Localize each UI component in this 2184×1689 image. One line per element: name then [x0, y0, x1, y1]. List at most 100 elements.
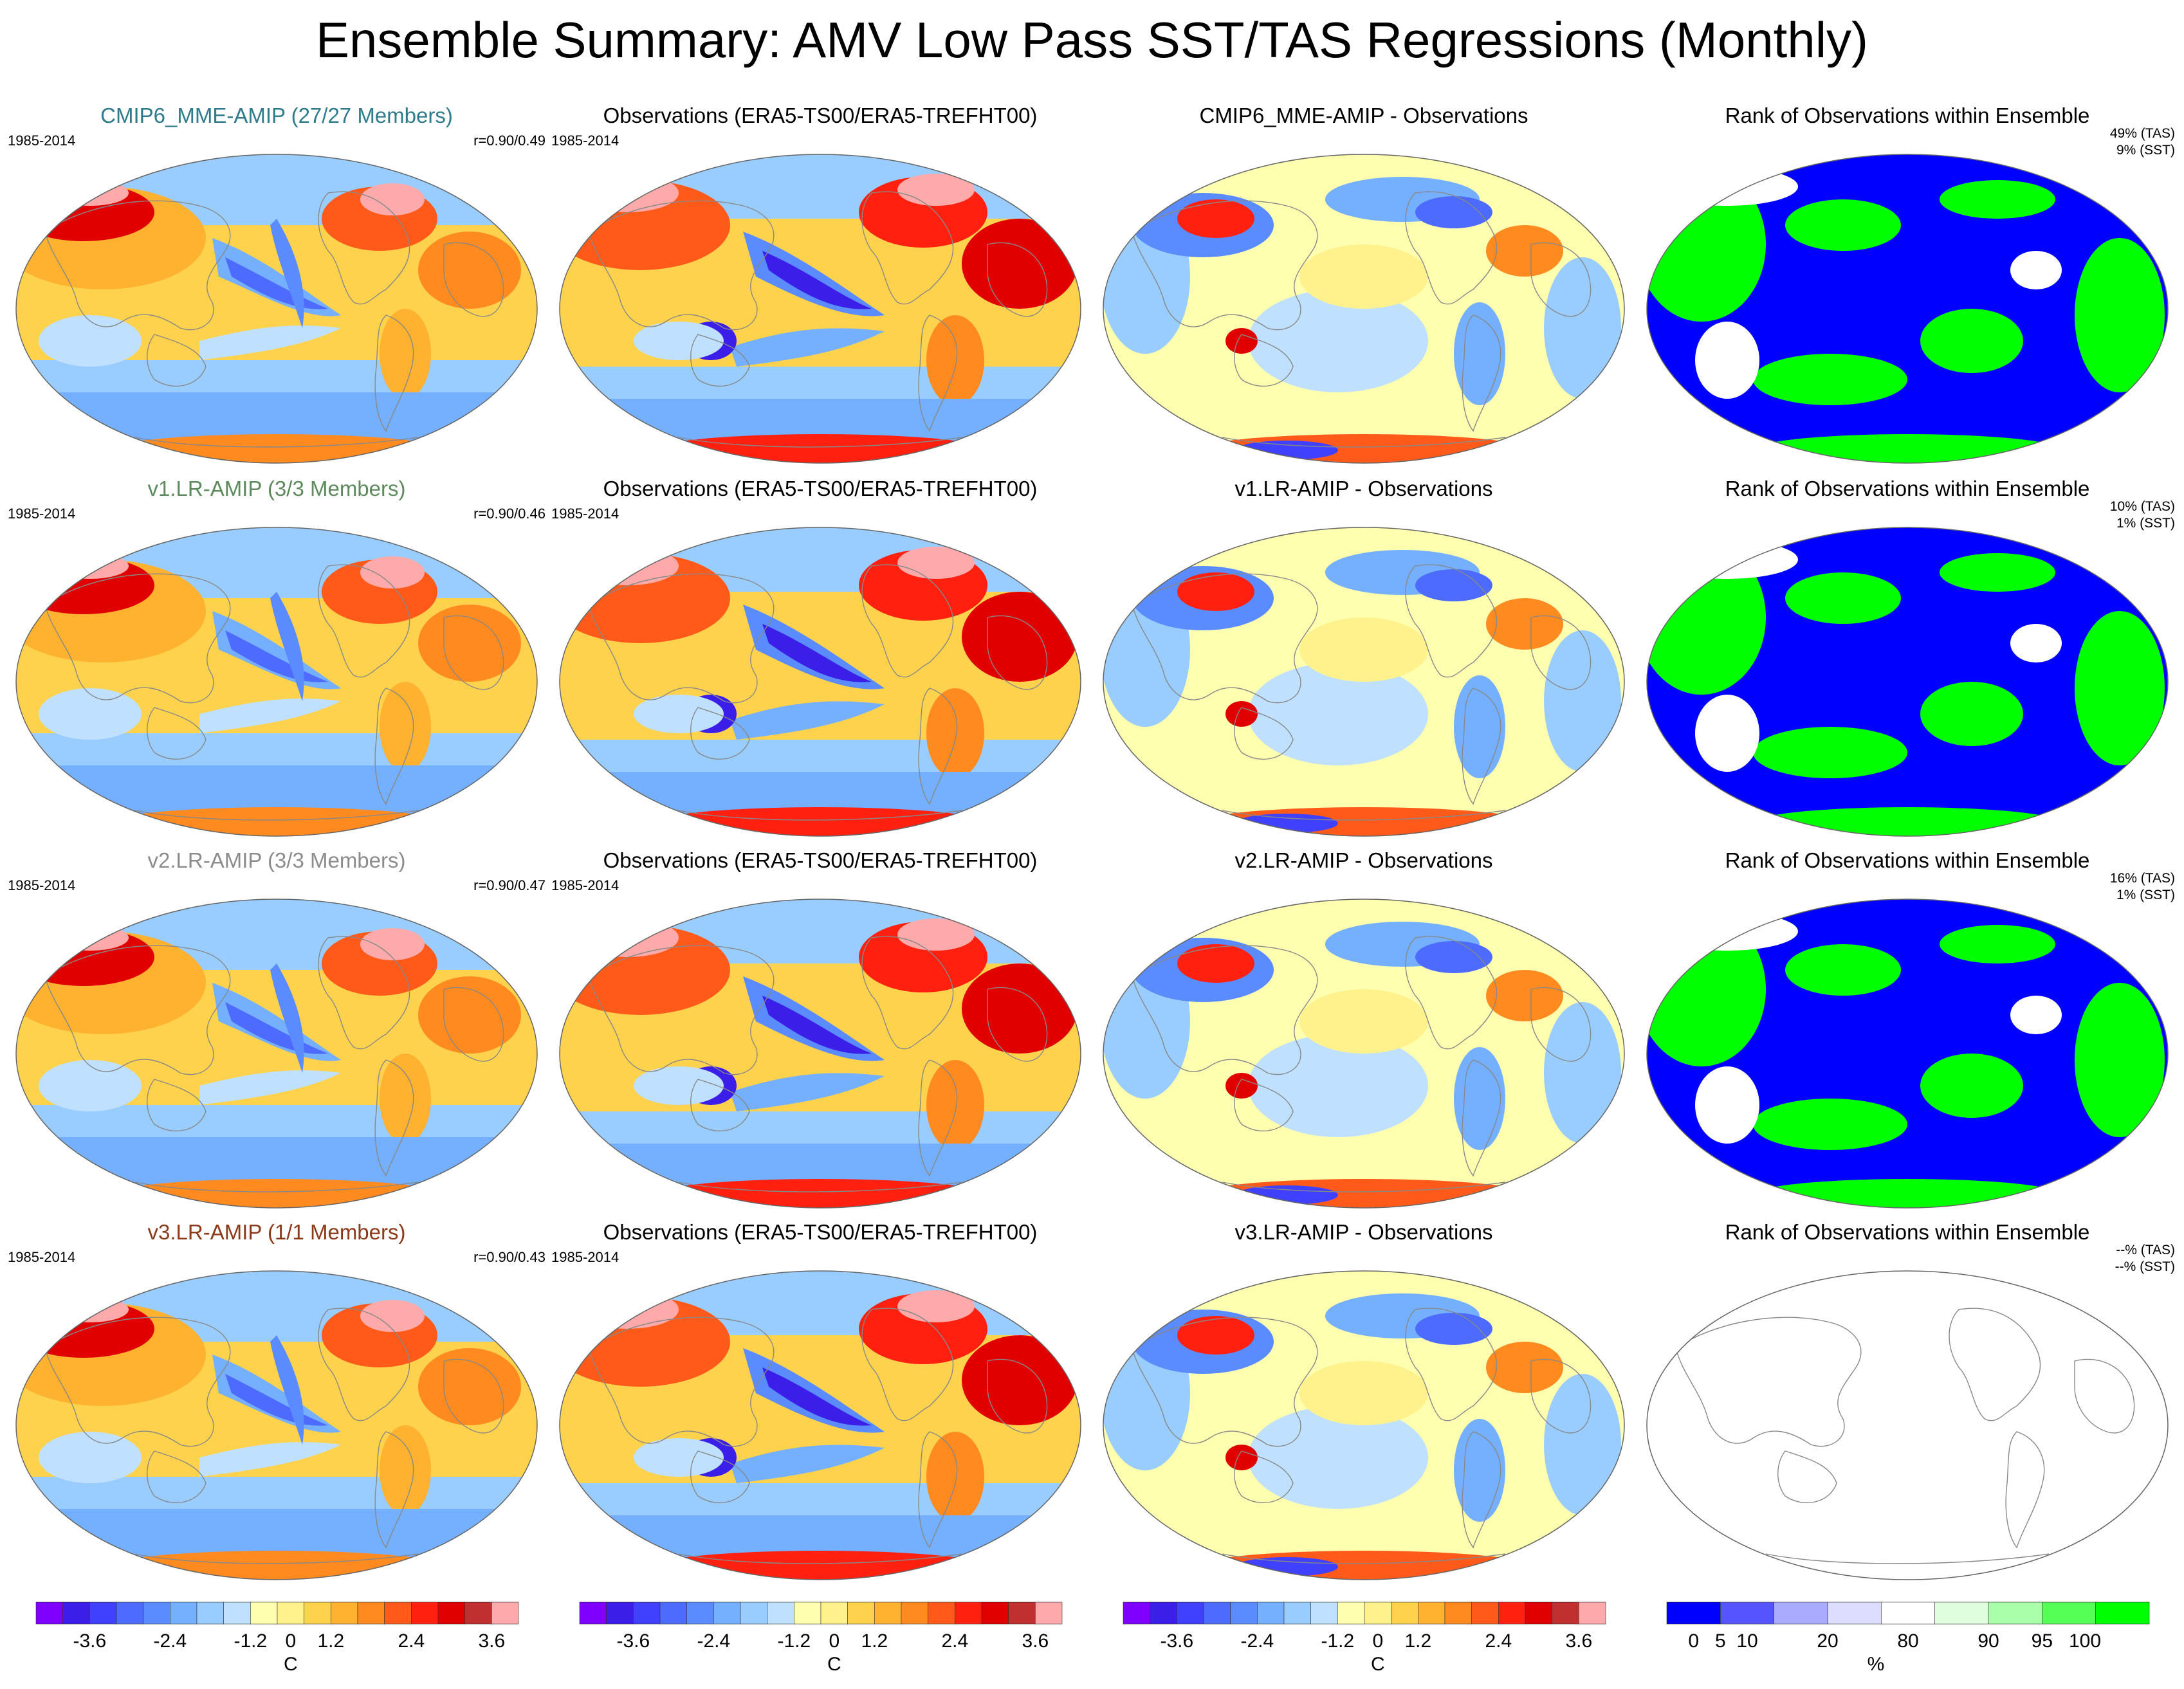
- colorbar-swatch: [1774, 1602, 1828, 1625]
- rank-map: [1637, 148, 2178, 470]
- colorbar-swatch: [384, 1602, 412, 1625]
- colorbar-tick-label: -3.6: [73, 1630, 107, 1652]
- colorbar-tick-label: 2.4: [941, 1630, 969, 1652]
- regression-map: [6, 521, 547, 843]
- rank-panel-4: Rank of Observations within Ensemble --%…: [1637, 1219, 2178, 1593]
- rank-map-empty: [1637, 1264, 2178, 1586]
- colorbar-tick-label: 1.2: [317, 1630, 345, 1652]
- colorbar-swatch: [357, 1602, 385, 1625]
- rank-sst-label: 1% (SST): [2116, 888, 2175, 902]
- colorbar-tick-label: 0: [1372, 1630, 1384, 1652]
- colorbar-swatch: [794, 1602, 821, 1625]
- colorbar-swatch: [1230, 1602, 1258, 1625]
- rank-tas-label: 10% (TAS): [2109, 499, 2175, 514]
- colorbar-swatch: [304, 1602, 331, 1625]
- colorbar-unit-label: C: [827, 1654, 841, 1675]
- rank-panel-1: Rank of Observations within Ensemble 49%…: [1637, 103, 2178, 476]
- panel-correlation: r=0.90/0.46: [473, 506, 546, 522]
- colorbar-swatch: [411, 1602, 439, 1625]
- colorbar-tick-label: 3.6: [1565, 1630, 1593, 1652]
- obs-panel-1: Observations (ERA5-TS00/ERA5-TREFHT00) 1…: [550, 103, 1090, 476]
- colorbar-swatch: [981, 1602, 1009, 1625]
- colorbar-tick-label: -2.4: [153, 1630, 187, 1652]
- rank-panel-3: Rank of Observations within Ensemble 16%…: [1637, 848, 2178, 1221]
- panel-correlation: r=0.90/0.43: [473, 1249, 546, 1265]
- panel-correlation: r=0.90/0.47: [473, 877, 546, 893]
- colorbar-swatch: [1364, 1602, 1391, 1625]
- colorbar-swatch: [35, 1602, 63, 1625]
- temperature-colorbar-diff: -3.6 -2.4 -1.2 0 1.2 2.4 3.6 C: [1123, 1602, 1637, 1685]
- difference-map: [1094, 521, 1634, 843]
- regression-map: [6, 893, 547, 1214]
- panel-years: 1985-2014: [8, 132, 76, 149]
- temperature-colorbar-obs: -3.6 -2.4 -1.2 0 1.2 2.4 3.6 C: [579, 1602, 1094, 1685]
- colorbar-swatch: [89, 1602, 117, 1625]
- colorbar-swatch: [633, 1602, 661, 1625]
- colorbar-unit-label: %: [1867, 1654, 1885, 1675]
- difference-map: [1094, 893, 1634, 1214]
- colorbar-swatch: [928, 1602, 955, 1625]
- diff-panel-title: v1.LR-AMIP - Observations: [1234, 477, 1493, 500]
- colorbar-swatch: [1827, 1602, 1882, 1625]
- model-panel-v3: v3.LR-AMIP (1/1 Members) 1985-2014 r=0.9…: [6, 1219, 547, 1593]
- model-panel-v1: v1.LR-AMIP (3/3 Members) 1985-2014 r=0.9…: [6, 476, 547, 849]
- colorbar-swatch: [1008, 1602, 1036, 1625]
- colorbar-swatch: [1720, 1602, 1774, 1625]
- colorbar-swatch: [1471, 1602, 1499, 1625]
- colorbar-tick-label: -2.4: [1240, 1630, 1274, 1652]
- model-panel-cmip6: CMIP6_MME-AMIP (27/27 Members) 1985-2014…: [6, 103, 547, 476]
- colorbar-swatch: [955, 1602, 982, 1625]
- panel-years: 1985-2014: [551, 132, 619, 149]
- diff-panel-title: v2.LR-AMIP - Observations: [1234, 848, 1493, 872]
- model-panel-title: v2.LR-AMIP (3/3 Members): [147, 848, 406, 872]
- obs-panel-title: Observations (ERA5-TS00/ERA5-TREFHT00): [603, 104, 1038, 127]
- temperature-colorbar-model: -3.6 -2.4 -1.2 0 1.2 2.4 3.6 C: [35, 1602, 550, 1685]
- rank-panel-2: Rank of Observations within Ensemble 10%…: [1637, 476, 2178, 849]
- colorbar-tick-label: 3.6: [1022, 1630, 1049, 1652]
- colorbar-swatch: [116, 1602, 143, 1625]
- colorbar-swatch: [1177, 1602, 1204, 1625]
- obs-panel-title: Observations (ERA5-TS00/ERA5-TREFHT00): [603, 848, 1038, 872]
- colorbar-swatch: [686, 1602, 714, 1625]
- rank-tas-label: --% (TAS): [2116, 1243, 2175, 1257]
- colorbar-tick-label: -1.2: [1321, 1630, 1355, 1652]
- regression-map: [6, 1264, 547, 1586]
- colorbar-tick-label: 1.2: [1404, 1630, 1432, 1652]
- colorbar-swatch: [62, 1602, 90, 1625]
- colorbar-swatch: [1391, 1602, 1418, 1625]
- panel-years: 1985-2014: [551, 877, 619, 893]
- colorbar-swatch: [1881, 1602, 1935, 1625]
- rank-sst-label: 9% (SST): [2116, 143, 2175, 158]
- colorbar-tick-label: -1.2: [777, 1630, 811, 1652]
- difference-map: [1094, 1264, 1634, 1586]
- colorbar-swatch: [659, 1602, 687, 1625]
- colorbar-unit-label: C: [283, 1654, 298, 1675]
- figure-title: Ensemble Summary: AMV Low Pass SST/TAS R…: [315, 12, 1868, 68]
- diff-panel-2: v1.LR-AMIP - Observations: [1094, 476, 1634, 849]
- colorbar-tick-label: 1.2: [861, 1630, 888, 1652]
- colorbar-swatches: [35, 1602, 519, 1625]
- colorbar-tick-label: 20: [1817, 1630, 1839, 1652]
- colorbar-tick-label: 0: [1688, 1630, 1699, 1652]
- colorbar-swatch: [250, 1602, 278, 1625]
- rank-colorbar: 0 5 10 20 80 90 95 100%: [1666, 1602, 2181, 1685]
- rank-sst-label: 1% (SST): [2116, 516, 2175, 531]
- observation-map: [550, 893, 1090, 1214]
- colorbar-swatch: [1552, 1602, 1579, 1625]
- colorbar-tick-label: 2.4: [398, 1630, 425, 1652]
- colorbar-tick-label: 80: [1897, 1630, 1919, 1652]
- colorbar-swatch: [464, 1602, 492, 1625]
- colorbar-tick-label: -2.4: [697, 1630, 731, 1652]
- colorbar-swatch: [740, 1602, 767, 1625]
- colorbar-swatch: [1666, 1602, 1721, 1625]
- diff-panel-1: CMIP6_MME-AMIP - Observations: [1094, 103, 1634, 476]
- panel-years: 1985-2014: [8, 877, 76, 893]
- colorbar-swatch: [713, 1602, 741, 1625]
- colorbar-swatch: [1035, 1602, 1063, 1625]
- diff-panel-title: v3.LR-AMIP - Observations: [1234, 1220, 1493, 1244]
- colorbar-swatch: [196, 1602, 224, 1625]
- rank-map: [1637, 521, 2178, 843]
- colorbar-swatches: [1123, 1602, 1606, 1625]
- rank-tas-label: 16% (TAS): [2109, 871, 2175, 886]
- colorbar-tick-label: 100: [2068, 1630, 2102, 1652]
